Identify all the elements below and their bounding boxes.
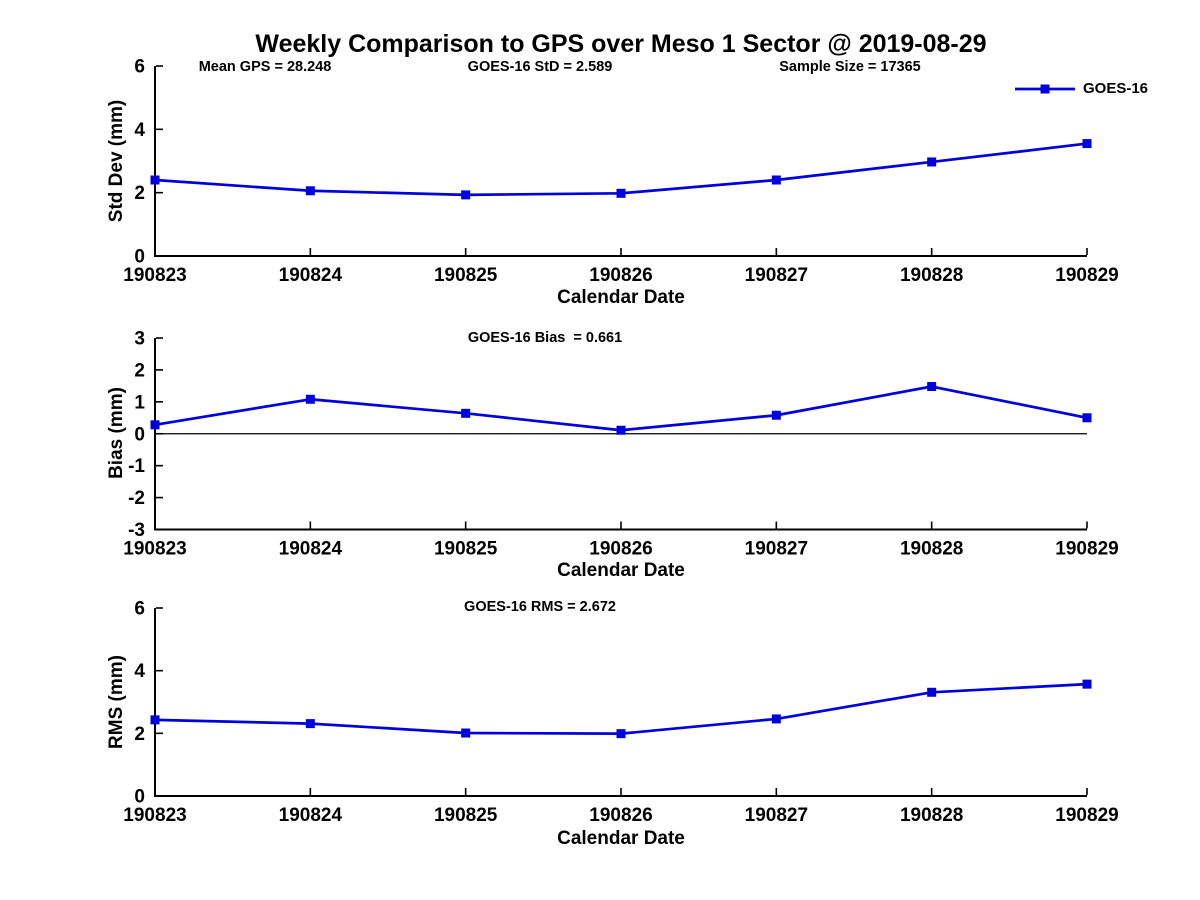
data-point-marker xyxy=(305,394,315,404)
y-tick-label: 0 xyxy=(134,247,145,268)
legend-marker-icon xyxy=(1040,84,1050,93)
y-tick-label: 4 xyxy=(134,120,145,141)
data-point-marker xyxy=(927,382,937,392)
x-tick-label: 190829 xyxy=(1055,265,1118,286)
subplot-rms: 0 2 4 6 190823 190824 190825 190826 190827 190828… xyxy=(123,599,1118,827)
data-point-marker xyxy=(1082,139,1092,149)
annotation-sample-size: Sample Size = 17365 xyxy=(779,59,921,75)
data-point-marker xyxy=(1082,413,1092,423)
data-point-marker xyxy=(616,188,626,198)
x-tick-label: 190828 xyxy=(900,265,963,286)
xlabel-calendar-date-2: Calendar Date xyxy=(557,560,685,581)
legend-label: GOES-16 xyxy=(1083,80,1149,97)
x-tick-label: 190824 xyxy=(279,265,343,286)
y-tick-label: 3 xyxy=(134,329,145,350)
ylabel-std-dev: Std Dev (mm) xyxy=(106,99,127,223)
y-tick-label: -2 xyxy=(128,488,145,509)
data-point-marker xyxy=(771,714,781,724)
annotation-mean-gps: Mean GPS = 28.248 xyxy=(198,59,332,75)
x-tick-label: 190825 xyxy=(434,805,498,826)
ylabel-bias: Bias (mm) xyxy=(106,387,127,479)
subplot-std-dev: 0 2 4 6 190823 190824 190825 190826 190827 190828… xyxy=(123,57,1118,287)
x-tick-label: 190828 xyxy=(900,539,963,560)
data-point-marker xyxy=(927,157,937,167)
data-point-marker xyxy=(1082,679,1092,689)
x-tick-label: 190829 xyxy=(1055,539,1118,560)
data-point-marker xyxy=(771,175,781,185)
x-tick-label: 190823 xyxy=(123,265,186,286)
legend-line-sample xyxy=(1015,84,1075,93)
y-tick-label: 6 xyxy=(134,57,145,78)
x-tick-label: 190827 xyxy=(745,539,808,560)
data-point-marker xyxy=(927,687,937,697)
xlabel-calendar-date-1: Calendar Date xyxy=(557,287,685,308)
ylabel-rms: RMS (mm) xyxy=(106,655,127,749)
x-tick-label: 190826 xyxy=(589,805,652,826)
x-tick-label: 190825 xyxy=(434,539,498,560)
rms-series-line xyxy=(154,682,1088,735)
figure-title: Weekly Comparison to GPS over Meso 1 Sec… xyxy=(255,30,987,58)
x-tick-label: 190825 xyxy=(434,265,498,286)
bias-series-line xyxy=(154,385,1088,432)
y-tick-label: 2 xyxy=(134,360,145,381)
x-tick-label: 190824 xyxy=(279,805,343,826)
subplot-bias: -3 -2 -1 0 1 2 3 190823 190824 190825 190826 190827… xyxy=(123,329,1118,560)
x-tick-label: 190823 xyxy=(123,805,186,826)
data-point-marker xyxy=(461,190,471,200)
data-point-marker xyxy=(461,408,471,418)
y-tick-label: 1 xyxy=(134,392,145,413)
data-point-marker xyxy=(150,715,160,725)
x-tick-label: 190827 xyxy=(745,805,808,826)
x-tick-label: 190823 xyxy=(123,539,186,560)
annotation-goes16-rms: GOES-16 RMS = 2.672 xyxy=(464,599,616,615)
x-tick-label: 190826 xyxy=(589,265,652,286)
y-tick-label: 0 xyxy=(134,424,145,445)
annotation-goes16-bias: GOES-16 Bias = 0.661 xyxy=(467,330,623,346)
y-tick-label: 4 xyxy=(134,661,145,682)
data-point-marker xyxy=(305,719,315,729)
data-point-marker xyxy=(150,420,160,430)
data-point-marker xyxy=(150,175,160,185)
y-tick-label: 2 xyxy=(134,724,145,745)
y-tick-label: 0 xyxy=(134,787,145,808)
x-tick-label: 190826 xyxy=(589,539,652,560)
data-point-marker xyxy=(461,728,471,738)
y-tick-label: -3 xyxy=(128,520,145,541)
x-tick-label: 190824 xyxy=(279,539,343,560)
data-point-marker xyxy=(305,186,315,196)
xlabel-calendar-date-3: Calendar Date xyxy=(557,828,685,849)
y-tick-label: -1 xyxy=(128,456,145,477)
data-point-marker xyxy=(771,410,781,420)
std-dev-series-line xyxy=(154,142,1088,197)
y-tick-label: 6 xyxy=(134,599,145,620)
data-point-marker xyxy=(616,729,626,739)
x-tick-label: 190829 xyxy=(1055,805,1118,826)
y-tick-label: 2 xyxy=(134,183,145,204)
x-tick-label: 190827 xyxy=(745,265,808,286)
annotation-goes16-std: GOES-16 StD = 2.589 xyxy=(467,59,613,75)
x-tick-label: 190828 xyxy=(900,805,963,826)
legend: GOES-16 xyxy=(1014,80,1148,97)
data-point-marker xyxy=(616,425,626,435)
